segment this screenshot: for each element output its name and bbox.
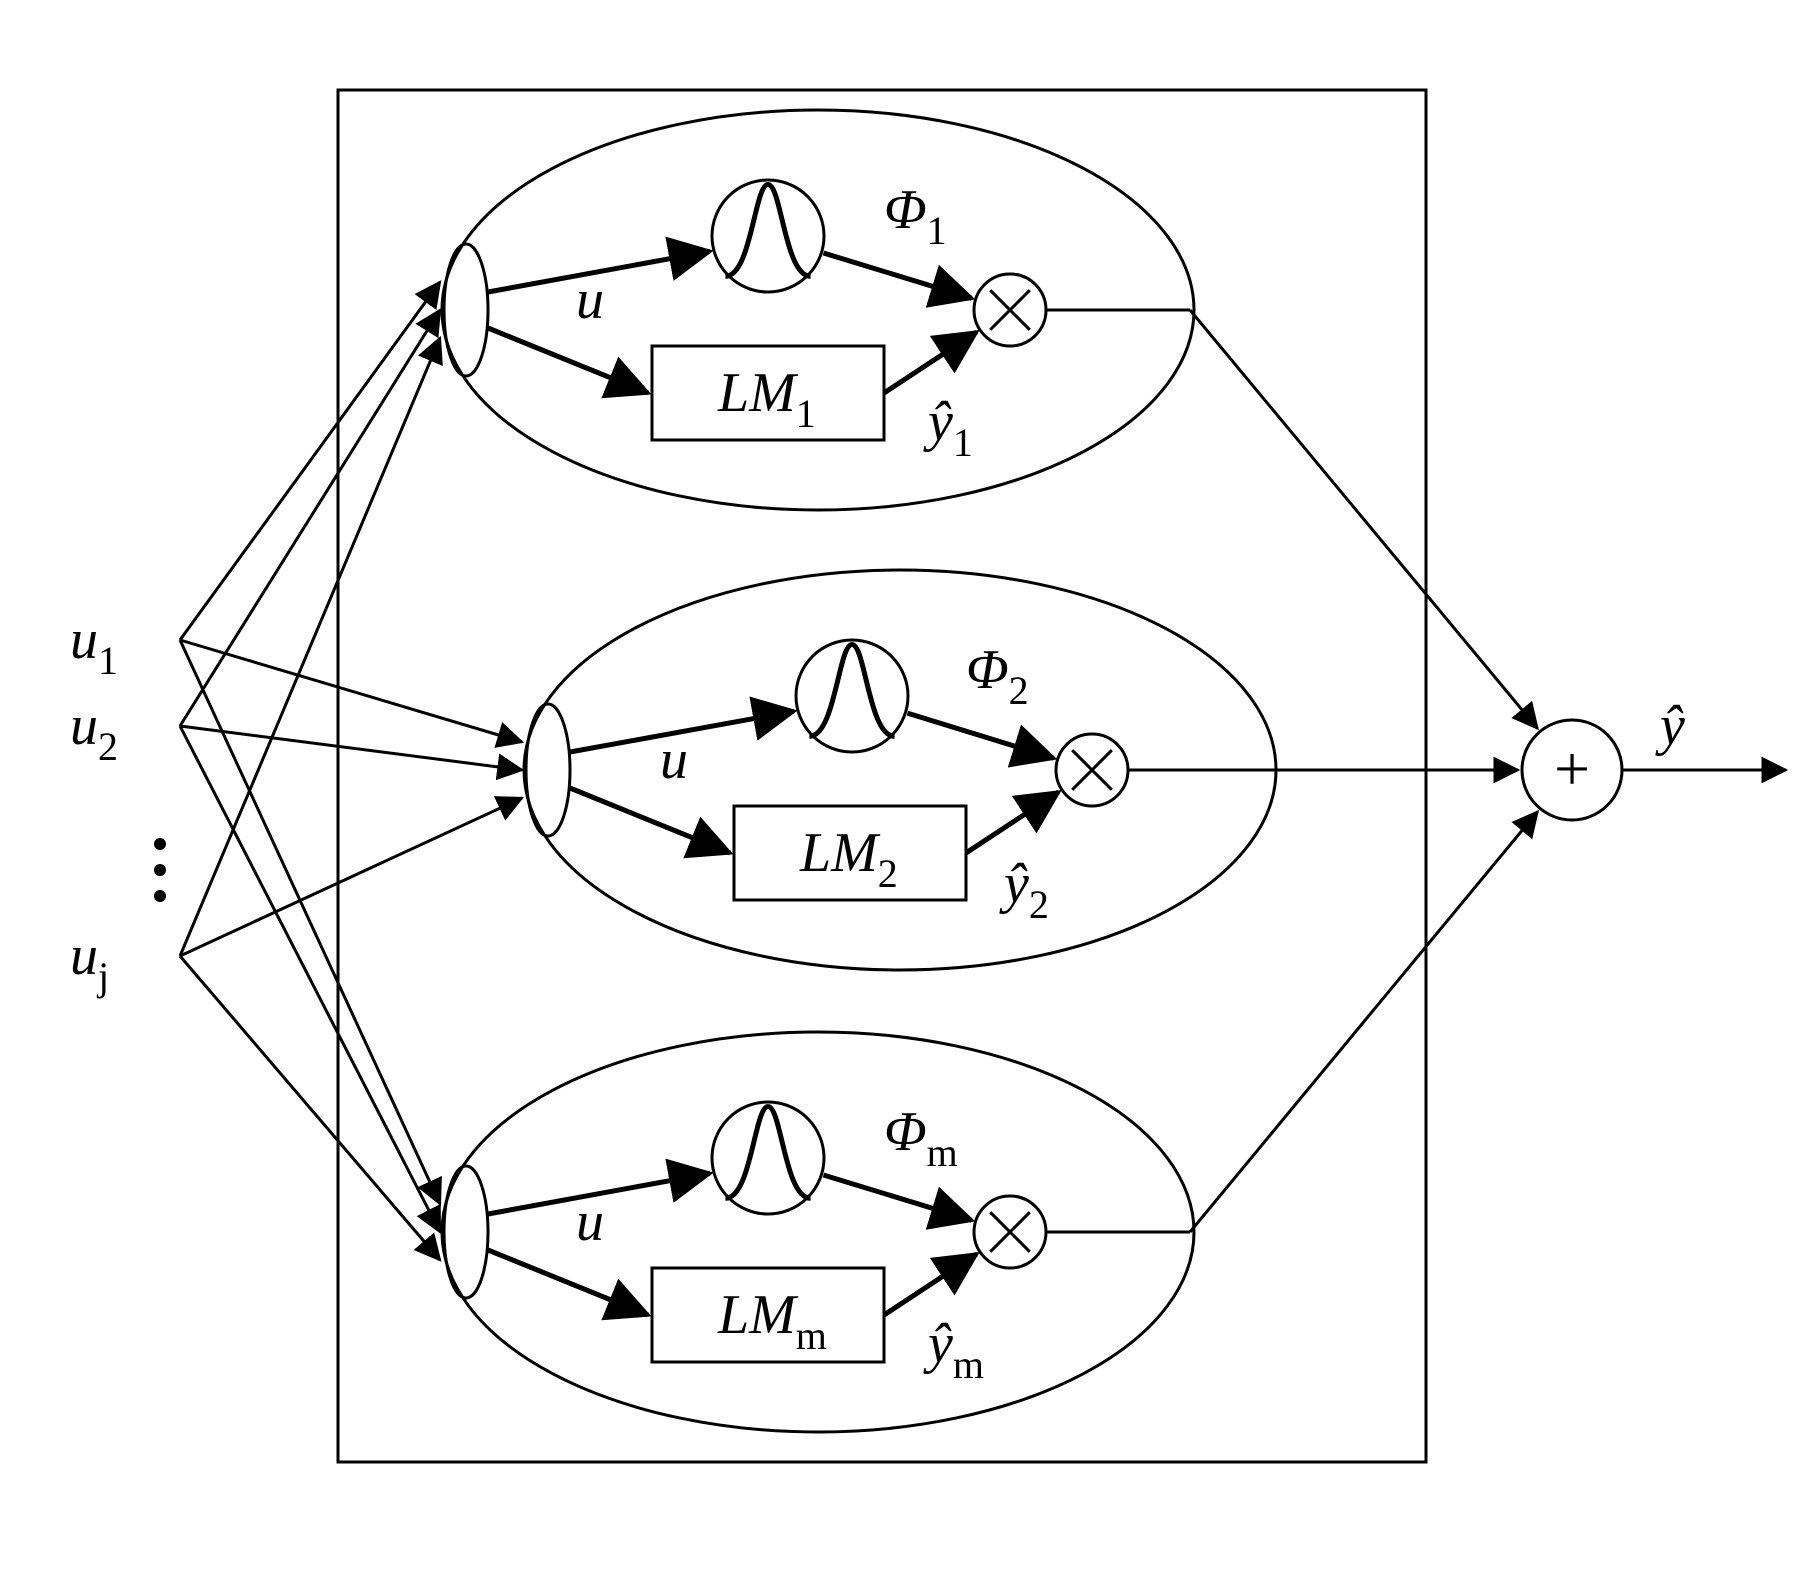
phi-label-m2: Φ2	[966, 639, 1029, 713]
sum-symbol: +	[1554, 733, 1590, 804]
yhat-label-m2: ŷ2	[999, 853, 1049, 927]
module-input-oval-m2	[526, 704, 570, 836]
edge-u1-to-m2	[180, 640, 522, 742]
gaussian-icon-m1	[725, 184, 810, 276]
edge-mm-to-sum	[1190, 812, 1538, 1232]
edge-uj-to-m2	[180, 798, 522, 956]
output-label: ŷ	[1655, 695, 1685, 757]
edge-u2-to-mm	[180, 726, 440, 1232]
phi-label-mm: Φm	[884, 1101, 958, 1175]
edge-uj-to-mm	[180, 956, 440, 1260]
edge-lm-to-mult-mm	[884, 1254, 977, 1315]
vdots-icon	[154, 890, 166, 902]
edge-lm-to-mult-m2	[966, 792, 1059, 853]
lm-label-mm: LMm	[717, 1284, 827, 1358]
gaussian-icon-mm	[725, 1106, 810, 1198]
module-input-oval-m1	[444, 244, 488, 376]
edge-u1-to-m1	[180, 282, 440, 640]
edge-u2-to-m1	[180, 310, 440, 726]
vdots-icon	[154, 838, 166, 850]
edge-m1-to-sum	[1190, 310, 1538, 728]
edge-u-to-lm-mm	[488, 1250, 648, 1315]
edge-rbf-to-mult-m2	[907, 713, 1053, 758]
edge-u-to-lm-m1	[488, 328, 648, 393]
yhat-label-mm: ŷm	[923, 1313, 984, 1387]
u-label-m1: u	[576, 269, 604, 331]
gaussian-icon-m2	[809, 644, 894, 736]
diagram-root: u1 u2 uj u LM1 Φ1 ŷ1 u LM2 Φ2 ŷ2 u LMm Φm ŷm + ŷ	[0, 0, 1816, 1580]
yhat-label-m1: ŷ1	[923, 391, 973, 465]
input-label-uj: uj	[70, 925, 109, 999]
edge-u1-to-mm	[180, 640, 440, 1204]
lm-label-m1: LM1	[717, 362, 816, 436]
u-label-m2: u	[660, 729, 688, 791]
lm-label-m2: LM2	[799, 822, 898, 896]
edge-rbf-to-mult-mm	[823, 1175, 971, 1220]
edge-lm-to-mult-m1	[884, 332, 977, 393]
input-label-u2: u2	[70, 695, 118, 769]
u-label-mm: u	[576, 1191, 604, 1253]
module-input-oval-mm	[444, 1166, 488, 1298]
input-label-u1: u1	[70, 609, 118, 683]
phi-label-m1: Φ1	[884, 179, 947, 253]
edge-u-to-lm-m2	[570, 788, 730, 853]
edge-uj-to-m1	[180, 338, 440, 956]
vdots-icon	[154, 864, 166, 876]
edge-rbf-to-mult-m1	[823, 253, 971, 298]
